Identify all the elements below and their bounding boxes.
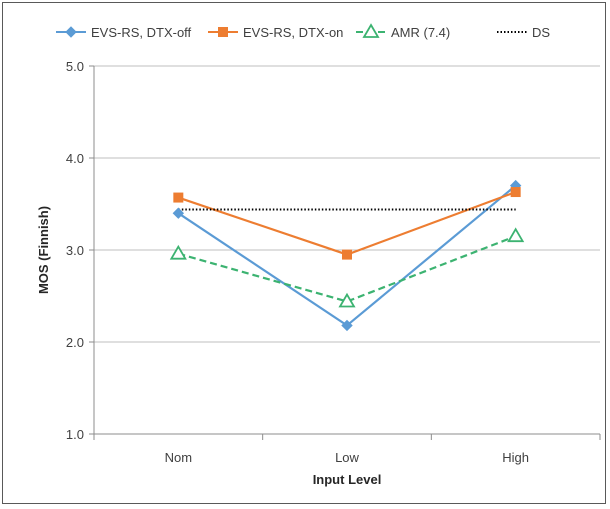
legend-swatch-marker [65, 26, 77, 38]
legend-label: AMR (7.4) [391, 25, 450, 40]
legend-label: EVS-RS, DTX-on [243, 25, 343, 40]
data-point-series-2 [510, 187, 521, 198]
data-point-series-1 [172, 207, 185, 219]
y-tick-label: 3.0 [66, 243, 84, 258]
data-point-series-3 [507, 227, 525, 243]
x-tick-labels: Nom Low High [165, 450, 529, 465]
y-tick-labels: 1.0 2.0 3.0 4.0 5.0 [66, 59, 84, 442]
y-axis-title: MOS (Finnish) [36, 206, 51, 294]
x-tick-label: Low [335, 450, 359, 465]
chart-frame [2, 2, 606, 504]
data-point-series-1 [341, 319, 353, 332]
x-axis-title: Input Level [313, 472, 382, 487]
x-tick-label: Nom [165, 450, 192, 465]
series-markers [169, 179, 525, 332]
legend-label: EVS-RS, DTX-off [91, 25, 192, 40]
legend-label: DS [532, 25, 550, 40]
data-point-series-2 [342, 249, 352, 260]
legend-swatch-marker [362, 23, 380, 38]
data-point-series-3 [338, 292, 356, 308]
series-line-3 [178, 235, 517, 303]
series-line-2 [177, 191, 517, 256]
x-tick-label: High [502, 450, 529, 465]
y-tick-label: 2.0 [66, 335, 84, 350]
data-point-series-3 [169, 244, 187, 260]
data-point-series-2 [173, 192, 184, 203]
legend: EVS-RS, DTX-off EVS-RS, DTX-on AMR (7.4) DS [56, 23, 550, 40]
y-tick-label: 1.0 [66, 427, 84, 442]
y-tick-label: 4.0 [66, 151, 84, 166]
legend-swatch-marker [218, 27, 228, 37]
y-tick-label: 5.0 [66, 59, 84, 74]
axes [89, 65, 601, 440]
